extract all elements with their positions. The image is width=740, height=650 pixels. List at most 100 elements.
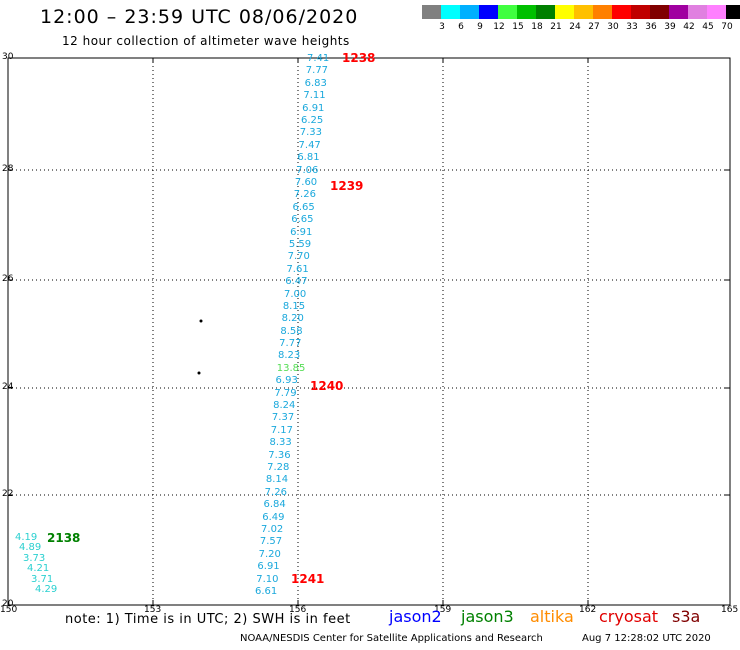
wave-height-value: 7.36 bbox=[268, 449, 291, 461]
pass-id-label: 1240 bbox=[310, 379, 344, 393]
footer-timestamp: Aug 7 12:28:02 UTC 2020 bbox=[582, 633, 711, 644]
latitude-label: 28 bbox=[2, 164, 14, 174]
wave-height-value: 8.14 bbox=[265, 474, 289, 486]
page-subtitle: 12 hour collection of altimeter wave hei… bbox=[62, 34, 350, 48]
wave-height-value: 7.20 bbox=[258, 548, 281, 560]
longitude-label: 153 bbox=[144, 605, 162, 615]
wave-height-value: 7.61 bbox=[286, 263, 309, 275]
wave-height-value: 8.33 bbox=[269, 437, 292, 449]
footer-credit: NOAA/NESDIS Center for Satellite Applica… bbox=[240, 633, 543, 644]
longitude-label: 150 bbox=[0, 605, 18, 615]
wave-height-value: 7.26 bbox=[293, 189, 316, 201]
wave-height-value: 7.57 bbox=[259, 536, 283, 548]
scale-swatch bbox=[498, 5, 517, 19]
wave-height-value: 7.10 bbox=[256, 573, 279, 585]
latitude-label: 20 bbox=[2, 599, 14, 609]
wave-height-value: 3.73 bbox=[23, 552, 46, 564]
wave-height-value: 4.29 bbox=[35, 584, 58, 595]
satellite-legend-cryosat: cryosat bbox=[599, 607, 659, 626]
longitude-label: 165 bbox=[721, 605, 739, 615]
scale-label: 36 bbox=[645, 22, 657, 32]
pass-id-label: 2138 bbox=[47, 531, 81, 545]
wave-height-value: 7.28 bbox=[267, 462, 290, 474]
scale-swatch bbox=[479, 5, 498, 19]
page-title: 12:00 – 23:59 UTC 08/06/2020 bbox=[40, 6, 359, 28]
wave-height-value: 6.61 bbox=[255, 586, 278, 597]
latitude-label: 22 bbox=[2, 489, 14, 499]
satellite-legend-jason3: jason3 bbox=[461, 607, 514, 626]
wave-height-value: 7.26 bbox=[264, 486, 287, 498]
plot-frame bbox=[7, 57, 731, 606]
longitude-label: 156 bbox=[289, 605, 307, 615]
wave-height-value: 7.47 bbox=[298, 139, 321, 151]
wave-height-value: 5.59 bbox=[288, 238, 312, 250]
island-dot bbox=[199, 319, 203, 323]
pass-id-label: 1238 bbox=[342, 51, 376, 65]
scale-swatch bbox=[460, 5, 479, 19]
wave-height-value: 6.65 bbox=[291, 214, 314, 226]
wave-height-value: 6.65 bbox=[292, 201, 315, 213]
scale-swatch bbox=[669, 5, 688, 19]
wave-height-value: 3.71 bbox=[31, 573, 54, 585]
latitude-label: 24 bbox=[2, 382, 14, 392]
wave-height-value: 7.60 bbox=[294, 176, 318, 188]
scale-swatch bbox=[631, 5, 650, 19]
scale-label: 6 bbox=[458, 22, 464, 32]
wave-height-value: 7.33 bbox=[299, 127, 322, 139]
wave-height-value: 7.77 bbox=[279, 338, 302, 350]
scale-label: 15 bbox=[512, 22, 524, 32]
wave-height-value: 6.91 bbox=[290, 226, 313, 238]
wave-height-value: 6.91 bbox=[257, 561, 280, 573]
scale-label: 33 bbox=[626, 22, 638, 32]
scale-swatch bbox=[517, 5, 536, 19]
scale-label: 30 bbox=[607, 22, 619, 32]
wave-height-value: 6.93 bbox=[275, 375, 298, 387]
latitude-label: 26 bbox=[2, 274, 14, 284]
longitude-label: 159 bbox=[434, 605, 452, 615]
scale-swatch bbox=[593, 5, 612, 19]
wave-height-value: 8.23 bbox=[277, 350, 301, 362]
wave-height-value: 7.37 bbox=[271, 412, 295, 424]
pass-id-label: 1239 bbox=[330, 179, 364, 193]
wave-height-value: 7.06 bbox=[296, 164, 319, 176]
scale-label: 27 bbox=[588, 22, 600, 32]
wave-height-value: 4.21 bbox=[27, 563, 50, 575]
grid-lines bbox=[8, 58, 730, 605]
wave-height-value: 7.79 bbox=[274, 387, 297, 399]
wave-height-value: 6.49 bbox=[262, 511, 285, 523]
scale-swatch bbox=[536, 5, 555, 19]
scale-swatch bbox=[707, 5, 726, 19]
scale-swatch bbox=[726, 5, 740, 19]
scale-label: 3 bbox=[439, 22, 445, 32]
scale-label: 21 bbox=[550, 22, 562, 32]
scale-label: 42 bbox=[683, 22, 695, 32]
island-dot bbox=[197, 371, 201, 375]
scale-swatch bbox=[612, 5, 631, 19]
wave-height-value: 7.17 bbox=[270, 424, 293, 436]
axis-ticks bbox=[7, 57, 731, 606]
scale-swatch bbox=[650, 5, 669, 19]
scale-label: 45 bbox=[702, 22, 714, 32]
wave-height-value: 6.91 bbox=[302, 102, 325, 114]
scale-swatch bbox=[441, 5, 460, 19]
wave-height-value: 6.25 bbox=[300, 114, 324, 126]
scale-label: 70 bbox=[721, 22, 733, 32]
wave-height-value: 6.81 bbox=[297, 152, 320, 164]
wave-height-value: 6.83 bbox=[304, 77, 327, 89]
scale-swatch bbox=[688, 5, 707, 19]
scale-swatch bbox=[574, 5, 593, 19]
scale-label: 12 bbox=[493, 22, 505, 32]
wave-height-value: 6.84 bbox=[263, 499, 286, 511]
wave-height-value: 8.15 bbox=[282, 300, 306, 312]
wave-height-value: 8.24 bbox=[273, 400, 296, 412]
wave-height-value: 4.89 bbox=[19, 542, 42, 554]
wave-height-value: 7.11 bbox=[303, 90, 326, 102]
wave-height-value: 7.02 bbox=[261, 524, 284, 536]
note-text: note: 1) Time is in UTC; 2) SWH is in fe… bbox=[65, 612, 351, 627]
wave-height-value: 7.77 bbox=[305, 65, 329, 77]
wave-height-value: 7.70 bbox=[287, 251, 310, 263]
scale-swatch bbox=[555, 5, 574, 19]
satellite-legend-altika: altika bbox=[530, 607, 574, 626]
wave-height-value: 8.20 bbox=[281, 313, 304, 325]
